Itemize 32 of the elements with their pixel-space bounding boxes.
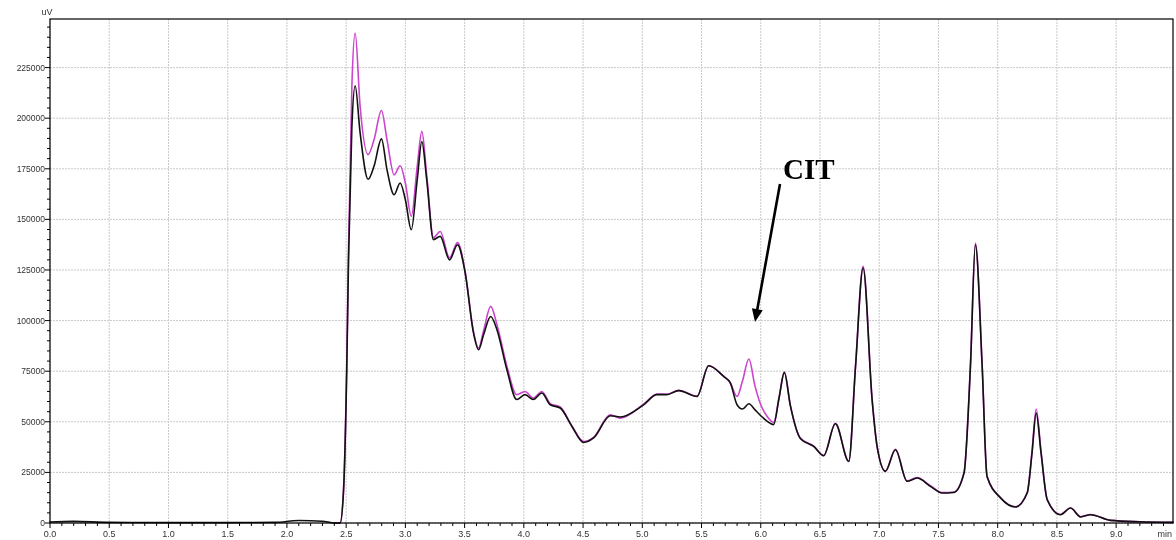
- x-tick-label: 8.5: [1050, 529, 1064, 539]
- x-tick-label: 3.0: [399, 529, 412, 539]
- x-tick-label: 2.0: [280, 529, 294, 539]
- y-tick-label: 75000: [21, 366, 46, 377]
- x-tick-label: 4.0: [517, 529, 531, 539]
- y-tick-label: 200000: [16, 113, 46, 124]
- y-tick-label: 100000: [16, 315, 46, 326]
- y-tick-label: 0: [40, 517, 46, 528]
- x-tick-label: 7.0: [872, 529, 886, 539]
- x-tick-label: 8.0: [991, 529, 1004, 539]
- x-tick-label: 5.0: [636, 529, 649, 539]
- x-axis-title: min: [1157, 529, 1172, 539]
- x-tick-label: 2.5: [339, 529, 353, 539]
- y-tick-label: 50000: [21, 416, 46, 427]
- x-tick-label: 5.5: [695, 529, 708, 539]
- annotation: CIT: [783, 153, 835, 185]
- x-tick-label: 7.5: [932, 529, 945, 539]
- x-tick-label: 1.5: [221, 529, 234, 539]
- x-tick-label: 4.5: [576, 529, 590, 539]
- x-tick-label: 0.5: [102, 529, 116, 539]
- x-tick-label: 0.0: [43, 529, 57, 539]
- x-tick-label: 6.0: [754, 529, 768, 539]
- y-tick-label: 175000: [16, 163, 46, 174]
- x-tick-label: 6.5: [813, 529, 827, 539]
- y-axis-title: uV: [41, 7, 53, 17]
- y-tick-label: 25000: [21, 467, 46, 478]
- x-tick-label: 3.5: [458, 529, 471, 539]
- y-tick-label: 125000: [16, 264, 46, 275]
- x-tick-label: 9.0: [1109, 529, 1123, 539]
- y-tick-label: 225000: [16, 62, 46, 73]
- x-tick-label: 1.0: [162, 529, 175, 539]
- y-tick-label: 150000: [16, 214, 46, 225]
